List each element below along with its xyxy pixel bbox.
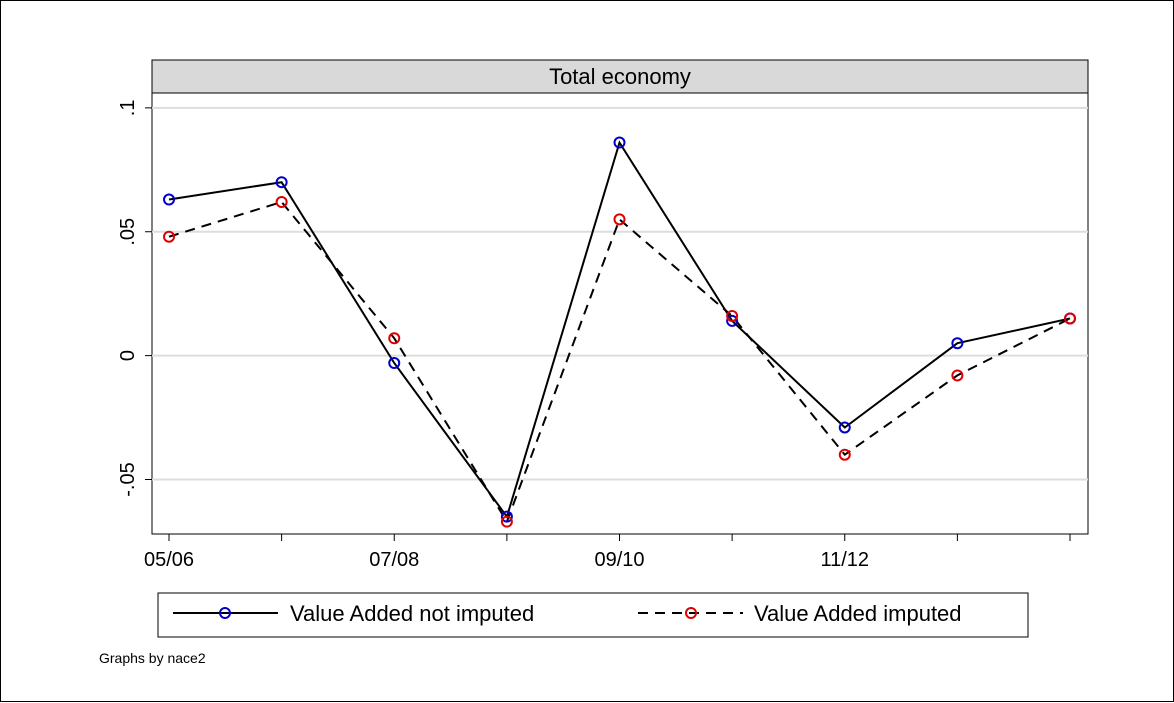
series bbox=[163, 136, 1076, 528]
series-2-point bbox=[500, 515, 513, 528]
series-2-point bbox=[388, 332, 401, 345]
grid-lines bbox=[152, 106, 1088, 481]
legend-label-1: Value Added not imputed bbox=[290, 601, 534, 626]
series-1-point bbox=[163, 193, 175, 206]
series-line-2 bbox=[168, 200, 1071, 524]
series-1-point bbox=[726, 314, 739, 327]
series-2-point bbox=[726, 309, 739, 322]
series-line-1 bbox=[168, 140, 1071, 519]
y-tick-label: .05 bbox=[117, 218, 139, 246]
x-tick-label: 05/06 bbox=[144, 549, 194, 571]
y-tick-label: .1 bbox=[117, 100, 139, 117]
x-tick-label: 11/12 bbox=[820, 549, 869, 571]
series-1-point bbox=[838, 421, 851, 434]
graph-note: Graphs by nace2 bbox=[99, 650, 206, 666]
legend-swatch-marker-1 bbox=[219, 607, 231, 619]
series-2-point bbox=[613, 213, 626, 226]
series-1-point bbox=[388, 357, 401, 370]
series-2-point bbox=[951, 369, 964, 382]
y-tick-label: -.05 bbox=[117, 462, 139, 496]
series-2-point bbox=[1064, 312, 1076, 325]
y-tick-label: 0 bbox=[117, 350, 139, 361]
series-2-point bbox=[275, 196, 288, 209]
x-tick-label: 07/08 bbox=[369, 549, 419, 571]
plot-area bbox=[151, 92, 1089, 535]
series-1-point bbox=[500, 510, 513, 523]
x-tick-label: 09/10 bbox=[594, 549, 644, 571]
legend-label-2: Value Added imputed bbox=[754, 601, 962, 626]
series-2-point bbox=[163, 230, 175, 243]
series-2-point bbox=[838, 448, 851, 461]
legend bbox=[157, 592, 1029, 638]
panel-title: Total economy bbox=[549, 64, 691, 89]
x-axis: 05/06 07/08 09/10 11/12 bbox=[144, 534, 1071, 571]
series-1-point bbox=[613, 136, 626, 149]
y-axis: -.05 0 .05 .1 bbox=[117, 100, 152, 497]
series-1-point bbox=[951, 337, 964, 350]
series-1-point bbox=[275, 176, 288, 189]
legend-swatch-marker-2 bbox=[685, 607, 697, 619]
panel-title-band bbox=[151, 59, 1089, 94]
